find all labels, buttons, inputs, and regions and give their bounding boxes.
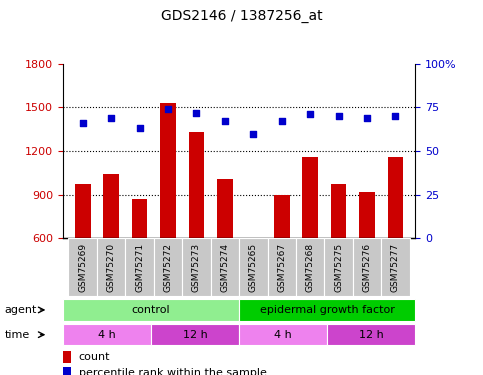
Bar <box>151 324 239 345</box>
Text: GSM75265: GSM75265 <box>249 243 258 292</box>
Bar <box>359 192 375 238</box>
Bar <box>268 238 296 296</box>
Bar <box>160 103 176 238</box>
Bar <box>274 195 289 238</box>
Bar <box>331 184 346 238</box>
Bar <box>63 351 71 363</box>
Bar <box>132 199 147 238</box>
Point <box>221 118 229 124</box>
Point <box>136 125 143 131</box>
Bar <box>154 238 182 296</box>
Point <box>363 115 371 121</box>
Text: time: time <box>5 330 30 340</box>
Text: GSM75275: GSM75275 <box>334 243 343 292</box>
Text: GSM75269: GSM75269 <box>78 243 87 292</box>
Bar <box>239 299 415 321</box>
Bar <box>388 157 403 238</box>
Bar <box>63 366 71 375</box>
Text: control: control <box>132 305 170 315</box>
Bar <box>302 157 318 238</box>
Bar <box>69 238 97 296</box>
Text: 4 h: 4 h <box>98 330 116 340</box>
Text: count: count <box>79 352 110 362</box>
Point <box>306 111 314 117</box>
Point <box>79 120 86 126</box>
Bar <box>189 132 204 238</box>
Point <box>278 118 285 124</box>
Bar <box>239 324 327 345</box>
Text: agent: agent <box>5 305 37 315</box>
Bar <box>325 238 353 296</box>
Bar <box>327 324 415 345</box>
Point <box>249 130 257 136</box>
Text: GSM75270: GSM75270 <box>107 243 115 292</box>
Bar <box>217 178 233 238</box>
Bar <box>75 184 90 238</box>
Text: GSM75273: GSM75273 <box>192 243 201 292</box>
Point <box>107 115 115 121</box>
Bar <box>211 238 239 296</box>
Text: epidermal growth factor: epidermal growth factor <box>260 305 395 315</box>
Text: GSM75268: GSM75268 <box>306 243 314 292</box>
Bar <box>182 238 211 296</box>
Point <box>335 113 342 119</box>
Text: GSM75274: GSM75274 <box>220 243 229 292</box>
Bar <box>103 174 119 238</box>
Bar <box>63 299 239 321</box>
Point <box>164 106 172 112</box>
Text: GSM75277: GSM75277 <box>391 243 400 292</box>
Bar <box>245 238 261 323</box>
Point <box>392 113 399 119</box>
Text: 12 h: 12 h <box>359 330 384 340</box>
Bar <box>296 238 325 296</box>
Bar <box>239 238 268 296</box>
Point <box>193 110 200 116</box>
Text: GSM75272: GSM75272 <box>164 243 172 292</box>
Text: percentile rank within the sample: percentile rank within the sample <box>79 368 267 375</box>
Text: GSM75267: GSM75267 <box>277 243 286 292</box>
Bar <box>381 238 410 296</box>
Text: GDS2146 / 1387256_at: GDS2146 / 1387256_at <box>161 9 322 23</box>
Text: GSM75271: GSM75271 <box>135 243 144 292</box>
Bar <box>97 238 126 296</box>
Bar <box>126 238 154 296</box>
Bar <box>63 324 151 345</box>
Bar <box>353 238 381 296</box>
Text: GSM75276: GSM75276 <box>363 243 371 292</box>
Text: 4 h: 4 h <box>274 330 292 340</box>
Text: 12 h: 12 h <box>183 330 207 340</box>
